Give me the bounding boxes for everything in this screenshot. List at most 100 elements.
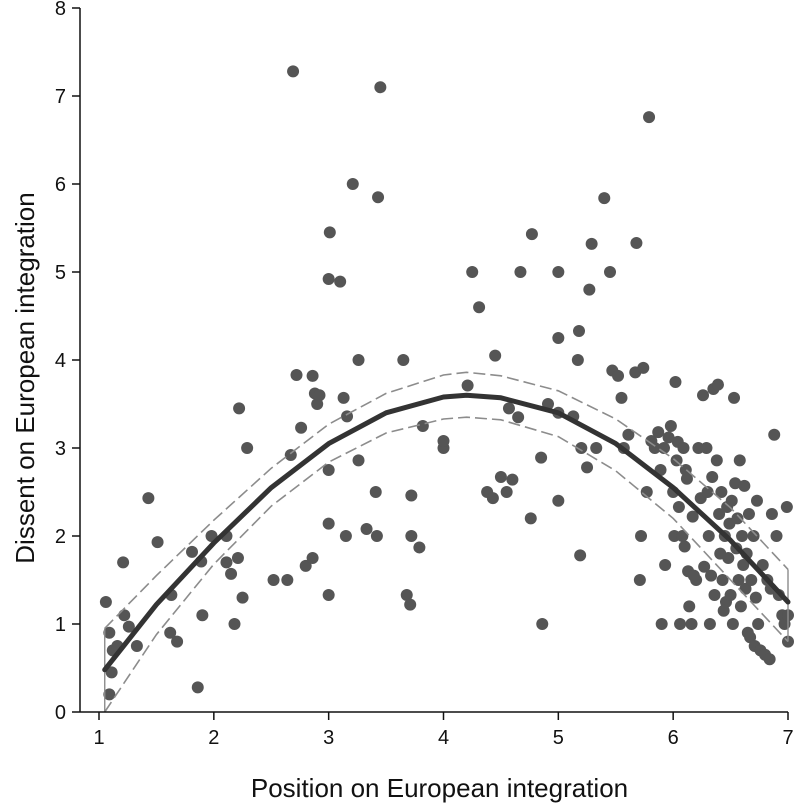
data-point [99, 596, 112, 608]
data-point [710, 454, 723, 467]
data-point [733, 454, 746, 467]
data-point [732, 574, 745, 586]
data-point [287, 65, 300, 78]
x-tick-label: 7 [782, 727, 793, 749]
data-point [659, 559, 672, 572]
data-point [655, 618, 668, 630]
data-point [745, 574, 758, 586]
data-point [635, 530, 648, 542]
data-point [337, 391, 350, 404]
data-point [575, 442, 588, 454]
data-point [738, 479, 751, 492]
data-point [524, 512, 537, 525]
data-point [171, 635, 184, 648]
data-point [703, 618, 716, 630]
data-point [130, 640, 143, 652]
fit-line-group [102, 392, 791, 673]
data-point [669, 376, 682, 388]
data-point [494, 471, 507, 484]
ci-lower-line [104, 416, 789, 713]
data-point [461, 379, 474, 392]
data-point [574, 549, 587, 562]
data-point [583, 283, 596, 296]
data-point [233, 402, 246, 415]
data-point [585, 237, 598, 250]
data-point [706, 471, 719, 484]
data-point [612, 369, 625, 382]
data-point [768, 428, 781, 441]
data-point [686, 510, 699, 523]
data-point [267, 574, 280, 586]
data-point [780, 500, 793, 513]
data-point [702, 530, 715, 542]
data-point [725, 494, 738, 507]
data-point [489, 349, 502, 362]
data-point [413, 541, 426, 554]
x-tick-label: 6 [668, 727, 679, 749]
data-point [716, 574, 729, 586]
data-point [700, 442, 713, 454]
y-tick-label: 2 [55, 526, 66, 548]
x-axis-title: Position on European integration [251, 773, 628, 803]
data-point [680, 472, 693, 485]
y-axis-title: Dissent on European integration [10, 192, 40, 563]
data-point [352, 454, 365, 467]
data-point [674, 618, 687, 630]
data-point [750, 494, 763, 507]
scatter-points [99, 65, 794, 701]
data-point [731, 512, 744, 525]
data-point [749, 591, 762, 604]
data-point [346, 178, 359, 190]
data-point [672, 500, 685, 513]
data-point [372, 191, 385, 204]
data-point [236, 591, 249, 604]
data-point [744, 631, 757, 644]
data-point [737, 559, 750, 572]
data-point [535, 451, 548, 464]
data-point [683, 600, 696, 613]
data-point [295, 421, 308, 434]
data-point [103, 688, 116, 701]
y-tick-label: 4 [55, 350, 66, 372]
data-point [643, 111, 656, 124]
data-point [552, 266, 565, 278]
data-point [405, 489, 418, 502]
data-point [405, 530, 418, 542]
data-point [323, 226, 336, 239]
data-point [322, 273, 335, 286]
y-tick-label: 6 [55, 174, 66, 196]
data-point [281, 574, 294, 586]
data-point [231, 552, 244, 564]
data-point [334, 275, 347, 288]
data-point [573, 324, 586, 337]
y-tick-label: 8 [55, 0, 66, 20]
data-point [525, 228, 538, 241]
data-point [677, 442, 690, 454]
data-point [664, 420, 677, 432]
x-tick-label: 4 [438, 727, 449, 749]
data-point [196, 609, 209, 622]
y-tick-label: 3 [55, 438, 66, 460]
data-point [191, 681, 204, 694]
x-tick-label: 3 [323, 727, 334, 749]
fit-line [102, 392, 791, 673]
data-point [514, 266, 527, 278]
y-tick-label: 1 [55, 614, 66, 636]
data-point [722, 552, 735, 564]
data-point [284, 449, 297, 462]
data-point [622, 428, 635, 441]
data-point [685, 618, 698, 630]
data-point [747, 530, 760, 542]
x-tick-label: 5 [553, 727, 564, 749]
data-point [473, 301, 486, 314]
data-point [228, 618, 241, 630]
data-point [103, 626, 116, 639]
data-point [142, 492, 155, 505]
data-point [512, 411, 525, 424]
data-point [726, 618, 739, 630]
data-point [698, 560, 711, 573]
data-point [729, 477, 742, 490]
data-point [122, 620, 135, 633]
